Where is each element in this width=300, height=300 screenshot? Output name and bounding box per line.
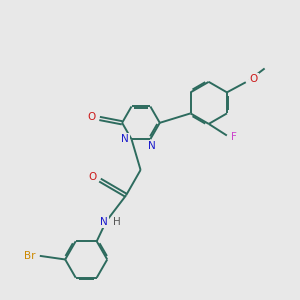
Text: Br: Br bbox=[24, 251, 35, 261]
Text: F: F bbox=[231, 132, 237, 142]
Text: O: O bbox=[88, 112, 96, 122]
Text: N: N bbox=[148, 141, 156, 151]
Text: O: O bbox=[250, 74, 258, 84]
Text: O: O bbox=[88, 172, 96, 182]
Text: H: H bbox=[113, 217, 121, 227]
Text: N: N bbox=[121, 134, 129, 144]
Text: N: N bbox=[100, 217, 108, 227]
